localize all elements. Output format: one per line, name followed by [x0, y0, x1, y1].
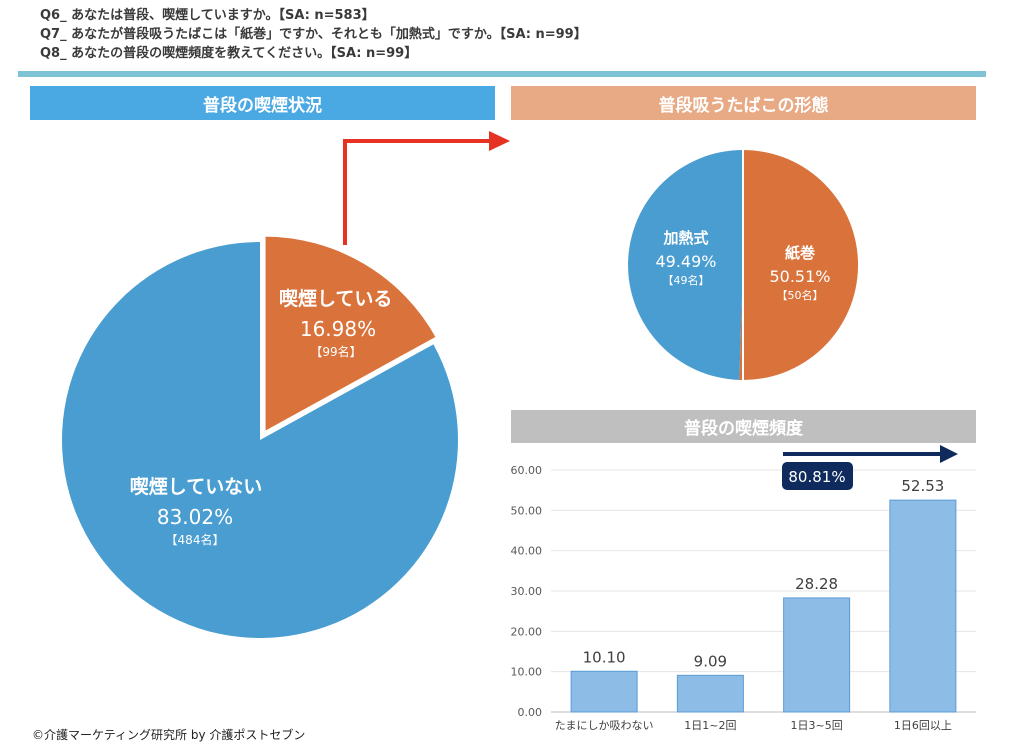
smoker-count: 【99名】 [310, 344, 361, 359]
bar [784, 598, 850, 712]
y-tick-label: 30.00 [511, 585, 543, 598]
charts-canvas: 喫煙している 16.98% 【99名】 喫煙していない 83.02% 【484名… [0, 0, 1024, 755]
paper-label: 紙巻 [785, 244, 815, 262]
pie-slice-paper [739, 150, 858, 380]
frequency-bar-chart: 0.00 10.00 20.00 30.00 40.00 50.00 60.00 10.10… [511, 464, 977, 732]
navy-trend-arrow [783, 445, 958, 463]
non-smoker-label: 喫煙していない [130, 475, 262, 498]
bar-series [571, 500, 956, 712]
smoker-label: 喫煙している [279, 287, 392, 310]
tobacco-type-pie: 紙巻 50.51% 【50名】 加熱式 49.49% 【49名】 [628, 150, 858, 380]
bar [890, 500, 956, 712]
share-annotation-text: 80.81% [788, 468, 845, 486]
red-connector-arrow [345, 131, 510, 245]
x-tick-label: 1日3~5回 [791, 719, 843, 732]
y-tick-label: 20.00 [511, 625, 543, 638]
y-tick-label: 60.00 [511, 464, 543, 477]
non-smoker-count: 【484名】 [166, 532, 225, 547]
paper-count: 【50名】 [777, 288, 824, 302]
smoking-status-pie: 喫煙している 16.98% 【99名】 喫煙していない 83.02% 【484名… [62, 235, 458, 638]
bar-value-label: 9.09 [694, 652, 727, 670]
y-tick-label: 10.00 [511, 666, 543, 679]
non-smoker-percent: 83.02% [157, 505, 233, 529]
y-tick-label: 40.00 [511, 545, 543, 558]
bar-value-label: 52.53 [901, 477, 944, 495]
heated-label: 加熱式 [662, 229, 708, 247]
x-tick-label: 1日6回以上 [894, 719, 952, 732]
paper-percent: 50.51% [769, 267, 830, 286]
bar [677, 675, 743, 712]
heated-percent: 49.49% [655, 252, 716, 271]
bar-value-label: 28.28 [795, 575, 838, 593]
bar [571, 671, 637, 712]
bar-value-label: 10.10 [583, 648, 626, 666]
bar-x-axis: たまにしか吸わない 1日1~2回 1日3~5回 1日6回以上 [555, 719, 952, 732]
heated-count: 【49名】 [663, 273, 710, 287]
bar-y-axis: 0.00 10.00 20.00 30.00 40.00 50.00 60.00 [511, 464, 543, 719]
share-annotation: 80.81% [782, 462, 853, 490]
copyright-credit: ©介護マーケティング研究所 by 介護ポストセブン [32, 726, 305, 743]
x-tick-label: 1日1~2回 [684, 719, 736, 732]
y-tick-label: 0.00 [518, 706, 543, 719]
y-tick-label: 50.00 [511, 504, 543, 517]
smoker-percent: 16.98% [300, 317, 376, 341]
x-tick-label: たまにしか吸わない [555, 719, 654, 732]
